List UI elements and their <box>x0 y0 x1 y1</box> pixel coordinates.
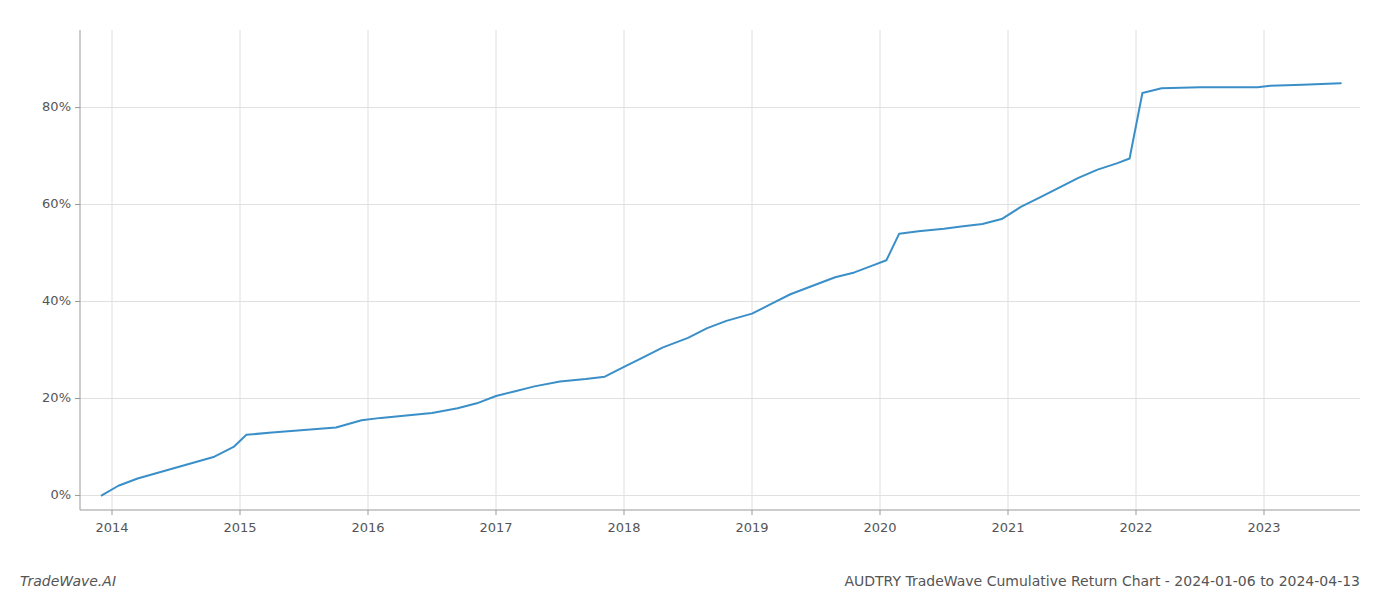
y-tick <box>75 301 80 302</box>
chart: 0% 20% 40% 60% 80% 2014 2015 2016 2017 2018 2019 20… <box>0 0 1400 600</box>
x-grid-line <box>880 30 881 510</box>
y-tick-label: 0% <box>50 487 71 502</box>
labels: 0% 20% 40% 60% 80% 2014 2015 2016 2017 2018 2019 20… <box>20 99 1360 589</box>
y-grid-line <box>80 495 1360 496</box>
x-grid-line <box>1008 30 1009 510</box>
x-tick <box>1136 510 1137 515</box>
x-grid-line <box>1264 30 1265 510</box>
x-grid-line <box>368 30 369 510</box>
x-tick-label: 2017 <box>479 520 512 535</box>
x-tick-label: 2016 <box>351 520 384 535</box>
x-tick <box>880 510 881 515</box>
page: {"chart_data": { "type": "line", "title"… <box>0 0 1400 600</box>
x-tick-label: 2022 <box>1119 520 1152 535</box>
x-tick-label: 2019 <box>735 520 768 535</box>
y-axis-line <box>80 30 81 510</box>
y-tick-label: 20% <box>42 390 71 405</box>
x-grid-line <box>496 30 497 510</box>
y-grid-line <box>80 204 1360 205</box>
y-tick-label: 80% <box>42 99 71 114</box>
x-tick <box>368 510 369 515</box>
y-grid-line <box>80 301 1360 302</box>
plot-area <box>102 83 1341 495</box>
x-grid-line <box>752 30 753 510</box>
x-tick-label: 2014 <box>95 520 128 535</box>
y-tick <box>75 495 80 496</box>
x-axis-line <box>80 510 1360 511</box>
x-tick <box>112 510 113 515</box>
x-tick-label: 2020 <box>863 520 896 535</box>
axes <box>75 30 1360 515</box>
x-tick <box>624 510 625 515</box>
y-tick <box>75 107 80 108</box>
x-tick <box>752 510 753 515</box>
y-grid-line <box>80 107 1360 108</box>
y-tick <box>75 398 80 399</box>
y-grid-line <box>80 398 1360 399</box>
y-tick-label: 40% <box>42 293 71 308</box>
x-tick-label: 2023 <box>1247 520 1280 535</box>
x-tick <box>496 510 497 515</box>
grid <box>80 30 1360 510</box>
x-tick-label: 2015 <box>223 520 256 535</box>
x-grid-line <box>1136 30 1137 510</box>
x-tick <box>240 510 241 515</box>
x-grid-line <box>624 30 625 510</box>
watermark: TradeWave.AI <box>20 573 116 589</box>
x-tick <box>1264 510 1265 515</box>
line-series <box>102 83 1341 495</box>
x-tick <box>1008 510 1009 515</box>
x-tick-label: 2021 <box>991 520 1024 535</box>
x-tick-label: 2018 <box>607 520 640 535</box>
x-grid-line <box>240 30 241 510</box>
x-grid-line <box>112 30 113 510</box>
title: AUDTRY TradeWave Cumulative Return Chart… <box>844 573 1360 589</box>
y-tick-label: 60% <box>42 196 71 211</box>
y-tick <box>75 204 80 205</box>
